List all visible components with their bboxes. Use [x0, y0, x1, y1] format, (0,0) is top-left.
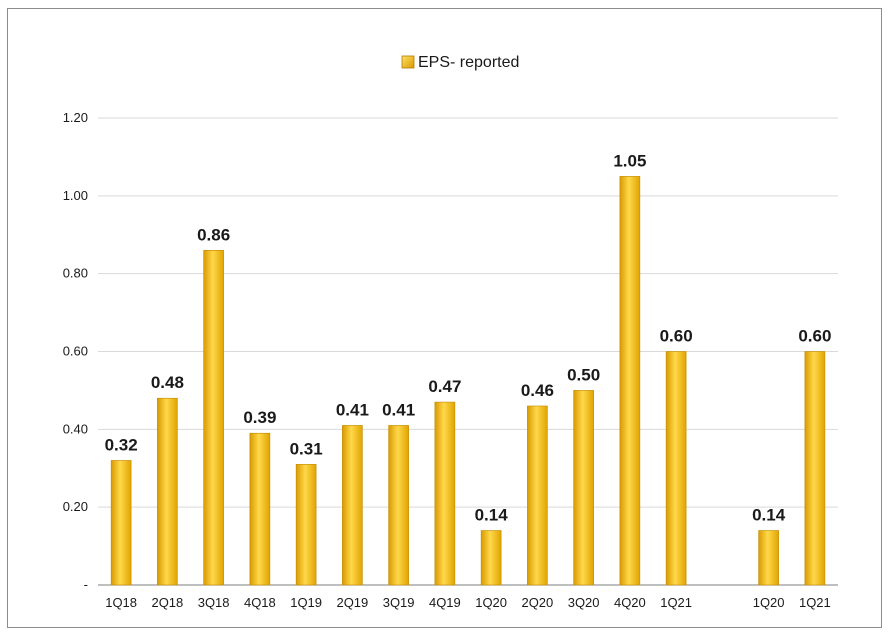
data-label: 0.39 [243, 408, 276, 427]
bar-1Q21 [665, 351, 687, 586]
x-tick-label: 1Q21 [799, 595, 831, 610]
data-label: 0.41 [382, 400, 415, 419]
data-label: 0.60 [798, 327, 831, 346]
bar-4Q18 [249, 432, 271, 586]
x-tick-label: 4Q19 [429, 595, 461, 610]
y-tick-label: 0.80 [63, 266, 88, 281]
x-tick-label: 1Q18 [105, 595, 137, 610]
data-label: 0.50 [567, 365, 600, 384]
bar-1Q20 [480, 530, 502, 586]
x-axis-ticks: 1Q18 2Q18 3Q18 4Q18 1Q19 2Q19 3Q19 4Q19 1Q20 2Q20… [105, 595, 831, 610]
x-tick-label: 3Q18 [198, 595, 230, 610]
data-label: 0.14 [475, 506, 509, 525]
x-tick-label: 3Q19 [383, 595, 415, 610]
x-tick-label: 2Q20 [521, 595, 553, 610]
bar-4Q19 [434, 401, 456, 586]
data-label: 0.32 [105, 435, 138, 454]
y-tick-label: 0.60 [63, 344, 88, 359]
bar-3Q19 [388, 425, 409, 586]
x-tick-label: 1Q20 [753, 595, 785, 610]
bar-1Q21 [804, 351, 826, 586]
data-label: 1.05 [613, 151, 646, 170]
data-label: 0.46 [521, 381, 554, 400]
x-tick-label: 2Q19 [336, 595, 368, 610]
bar-1Q19 [295, 464, 317, 586]
y-tick-label: 1.00 [63, 188, 88, 203]
bar-2Q18 [157, 397, 178, 586]
x-tick-label: 1Q20 [475, 595, 507, 610]
bars [110, 176, 826, 586]
bar-2Q19 [342, 425, 363, 586]
x-tick-label: 2Q18 [151, 595, 183, 610]
y-tick-label: - [84, 577, 88, 592]
bar-1Q18 [110, 460, 132, 586]
data-label: 0.60 [660, 327, 693, 346]
bar-4Q20 [619, 176, 641, 586]
y-tick-label: 0.20 [63, 499, 88, 514]
data-label: 0.41 [336, 400, 369, 419]
bar-2Q20 [527, 405, 548, 586]
x-tick-label: 4Q18 [244, 595, 276, 610]
x-tick-label: 3Q20 [568, 595, 600, 610]
bar-3Q20 [573, 390, 594, 586]
legend: EPS- reported [401, 54, 519, 71]
data-label: 0.14 [752, 506, 786, 525]
data-label: 0.47 [428, 377, 461, 396]
x-tick-label: 1Q19 [290, 595, 322, 610]
legend-swatch [401, 55, 415, 69]
y-axis-ticks: - 0.20 0.40 0.60 0.80 1.00 1.20 [63, 110, 88, 592]
data-label: 0.86 [197, 225, 230, 244]
x-tick-label: 1Q21 [660, 595, 692, 610]
y-tick-label: 0.40 [63, 421, 88, 436]
bar-3Q18 [203, 250, 224, 586]
data-label: 0.48 [151, 373, 184, 392]
legend-label: EPS- reported [418, 54, 519, 71]
data-label: 0.31 [290, 439, 323, 458]
x-tick-label: 4Q20 [614, 595, 646, 610]
y-tick-label: 1.20 [63, 110, 88, 125]
bar-1Q20 [758, 530, 779, 586]
data-labels: 0.32 0.48 0.86 0.39 0.31 0.41 0.41 0.47 0.14 0.46… [105, 151, 832, 524]
